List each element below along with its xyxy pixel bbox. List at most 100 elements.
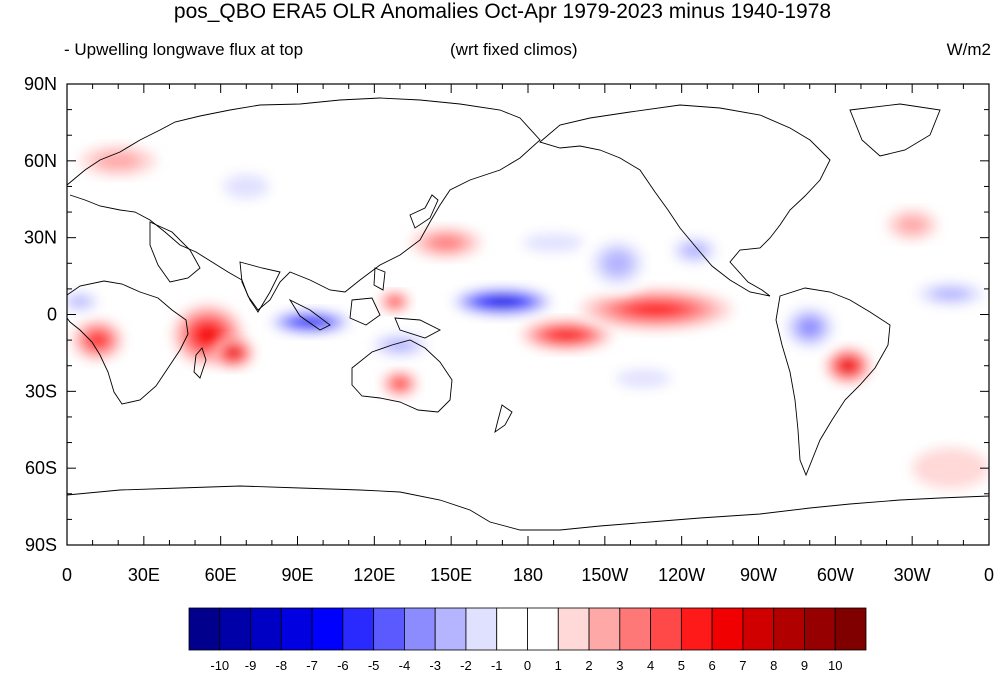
- colorbar-swatch: [742, 607, 775, 651]
- anomaly-level: [395, 380, 405, 388]
- coastline-newguinea: [394, 317, 441, 339]
- colorbar-swatch: [434, 607, 467, 651]
- anomaly-region: [825, 347, 872, 384]
- lat-tick-label: 0: [47, 305, 57, 325]
- colorbar-label: 4: [647, 658, 654, 673]
- anomaly-region: [886, 209, 938, 241]
- coastline-newzealand: [494, 404, 513, 434]
- anomaly-region: [520, 319, 613, 351]
- colorbar-swatch: [280, 607, 313, 651]
- axis-ticks: [66, 83, 990, 546]
- coastline-africa: [67, 280, 189, 405]
- colorbar-swatch: [465, 607, 498, 651]
- colorbar-swatch: [773, 607, 805, 651]
- colorbar-swatch: [619, 607, 651, 651]
- colorbar-label: 1: [555, 658, 562, 673]
- anomaly-region: [264, 309, 357, 335]
- colorbar-label: -10: [210, 658, 229, 673]
- coastline-madagascar: [193, 347, 207, 379]
- lat-tick-label: 90N: [24, 74, 57, 94]
- anomaly-region: [410, 227, 482, 259]
- anomaly-level: [229, 349, 238, 356]
- coastline-philippines: [373, 267, 386, 291]
- coastline-sumatra: [288, 298, 331, 331]
- coastline-japan: [409, 194, 439, 229]
- anomaly-region: [581, 232, 654, 295]
- anomaly-region: [502, 227, 605, 259]
- anomaly-region: [904, 278, 989, 310]
- lon-tick-label: 60W: [817, 565, 854, 585]
- anomaly-level: [912, 447, 989, 489]
- latitude-labels: 90N 60N 30N 0 30S 60S 90S: [24, 74, 57, 555]
- colorbar-swatch: [650, 607, 682, 651]
- variable-description: - Upwelling longwave flux at top: [64, 40, 304, 59]
- anomaly-level: [390, 298, 400, 305]
- lon-tick-label: 150E: [430, 565, 472, 585]
- colorbar-swatch: [557, 607, 590, 651]
- anomaly-level: [95, 151, 142, 171]
- colorbar-swatch: [188, 607, 221, 651]
- anomaly-region: [207, 165, 285, 207]
- anomaly-region: [663, 232, 726, 269]
- anomaly-region: [79, 145, 157, 177]
- colorbar-label: 5: [678, 658, 685, 673]
- anomaly-region: [379, 291, 411, 312]
- anomaly-level: [896, 215, 928, 235]
- colorbar-label: 7: [739, 658, 746, 673]
- anomaly-level: [522, 233, 585, 253]
- lat-tick-label: 60N: [24, 151, 57, 171]
- anomaly-level: [68, 296, 91, 308]
- colorbar-label: -5: [368, 658, 380, 673]
- colorbar-label: 0: [524, 658, 531, 673]
- climo-note: (wrt fixed climos): [450, 40, 578, 59]
- anomaly-level: [681, 242, 708, 259]
- coastline-greenland: [849, 103, 941, 157]
- anomaly-region: [72, 319, 124, 361]
- units-label: W/m2: [946, 40, 991, 59]
- colorbar-label: -4: [399, 658, 411, 673]
- coastline-arabia: [149, 221, 201, 283]
- colorbar-label: 3: [616, 658, 623, 673]
- longitude-labels: 0 30E 60E 90E 120E 150E 180 150W 120W 90W 60W 30W 0: [62, 565, 994, 585]
- lon-tick-label: 0: [984, 565, 994, 585]
- coastline-australia: [351, 339, 453, 413]
- colorbar-label: 2: [585, 658, 592, 673]
- colorbar-label: -6: [337, 658, 349, 673]
- anomaly-level: [223, 174, 270, 199]
- colorbar-label: -3: [429, 658, 441, 673]
- lat-tick-label: 30N: [24, 228, 57, 248]
- colorbar-swatch: [311, 607, 344, 651]
- anomaly-level: [799, 318, 820, 336]
- lat-tick-label: 30S: [25, 381, 57, 401]
- lon-tick-label: 180: [513, 565, 543, 585]
- anomaly-level: [302, 319, 319, 325]
- lat-tick-label: 60S: [25, 458, 57, 478]
- anomaly-level: [90, 334, 105, 346]
- colorbar-swatch: [496, 607, 528, 651]
- colorbar-label: 6: [709, 658, 716, 673]
- anomaly-region: [778, 301, 841, 353]
- lon-tick-label: 30W: [894, 565, 931, 585]
- lon-tick-label: 150W: [581, 565, 628, 585]
- coastlines: [67, 97, 989, 531]
- anomaly-region: [361, 329, 439, 361]
- colorbar: -10 -9 -8 -7 -6 -5 -4 -3 -2 -1 0 1 2 3 4 5 6 7 8 9 10: [188, 607, 867, 673]
- lon-tick-label: 90W: [740, 565, 777, 585]
- colorbar-swatch: [404, 607, 436, 651]
- anomaly-region: [446, 286, 559, 318]
- anomaly-level: [930, 287, 971, 301]
- anomaly-level: [430, 236, 462, 250]
- colorbar-swatch: [219, 607, 251, 651]
- anomaly-level: [199, 327, 217, 343]
- coastline-north-america: [539, 104, 831, 297]
- colorbar-swatch: [527, 607, 559, 651]
- colorbar-label: 8: [770, 658, 777, 673]
- colorbar-swatch: [250, 607, 282, 651]
- coastline-eurasia: [67, 97, 541, 311]
- colorbar-swatch: [373, 607, 405, 651]
- anomaly-level: [493, 299, 512, 305]
- colorbar-swatch: [804, 607, 836, 651]
- anomaly-level: [602, 250, 634, 277]
- anomaly-level: [843, 362, 853, 370]
